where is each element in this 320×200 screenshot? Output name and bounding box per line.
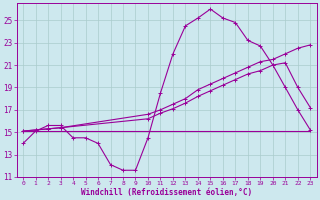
X-axis label: Windchill (Refroidissement éolien,°C): Windchill (Refroidissement éolien,°C) bbox=[81, 188, 252, 197]
